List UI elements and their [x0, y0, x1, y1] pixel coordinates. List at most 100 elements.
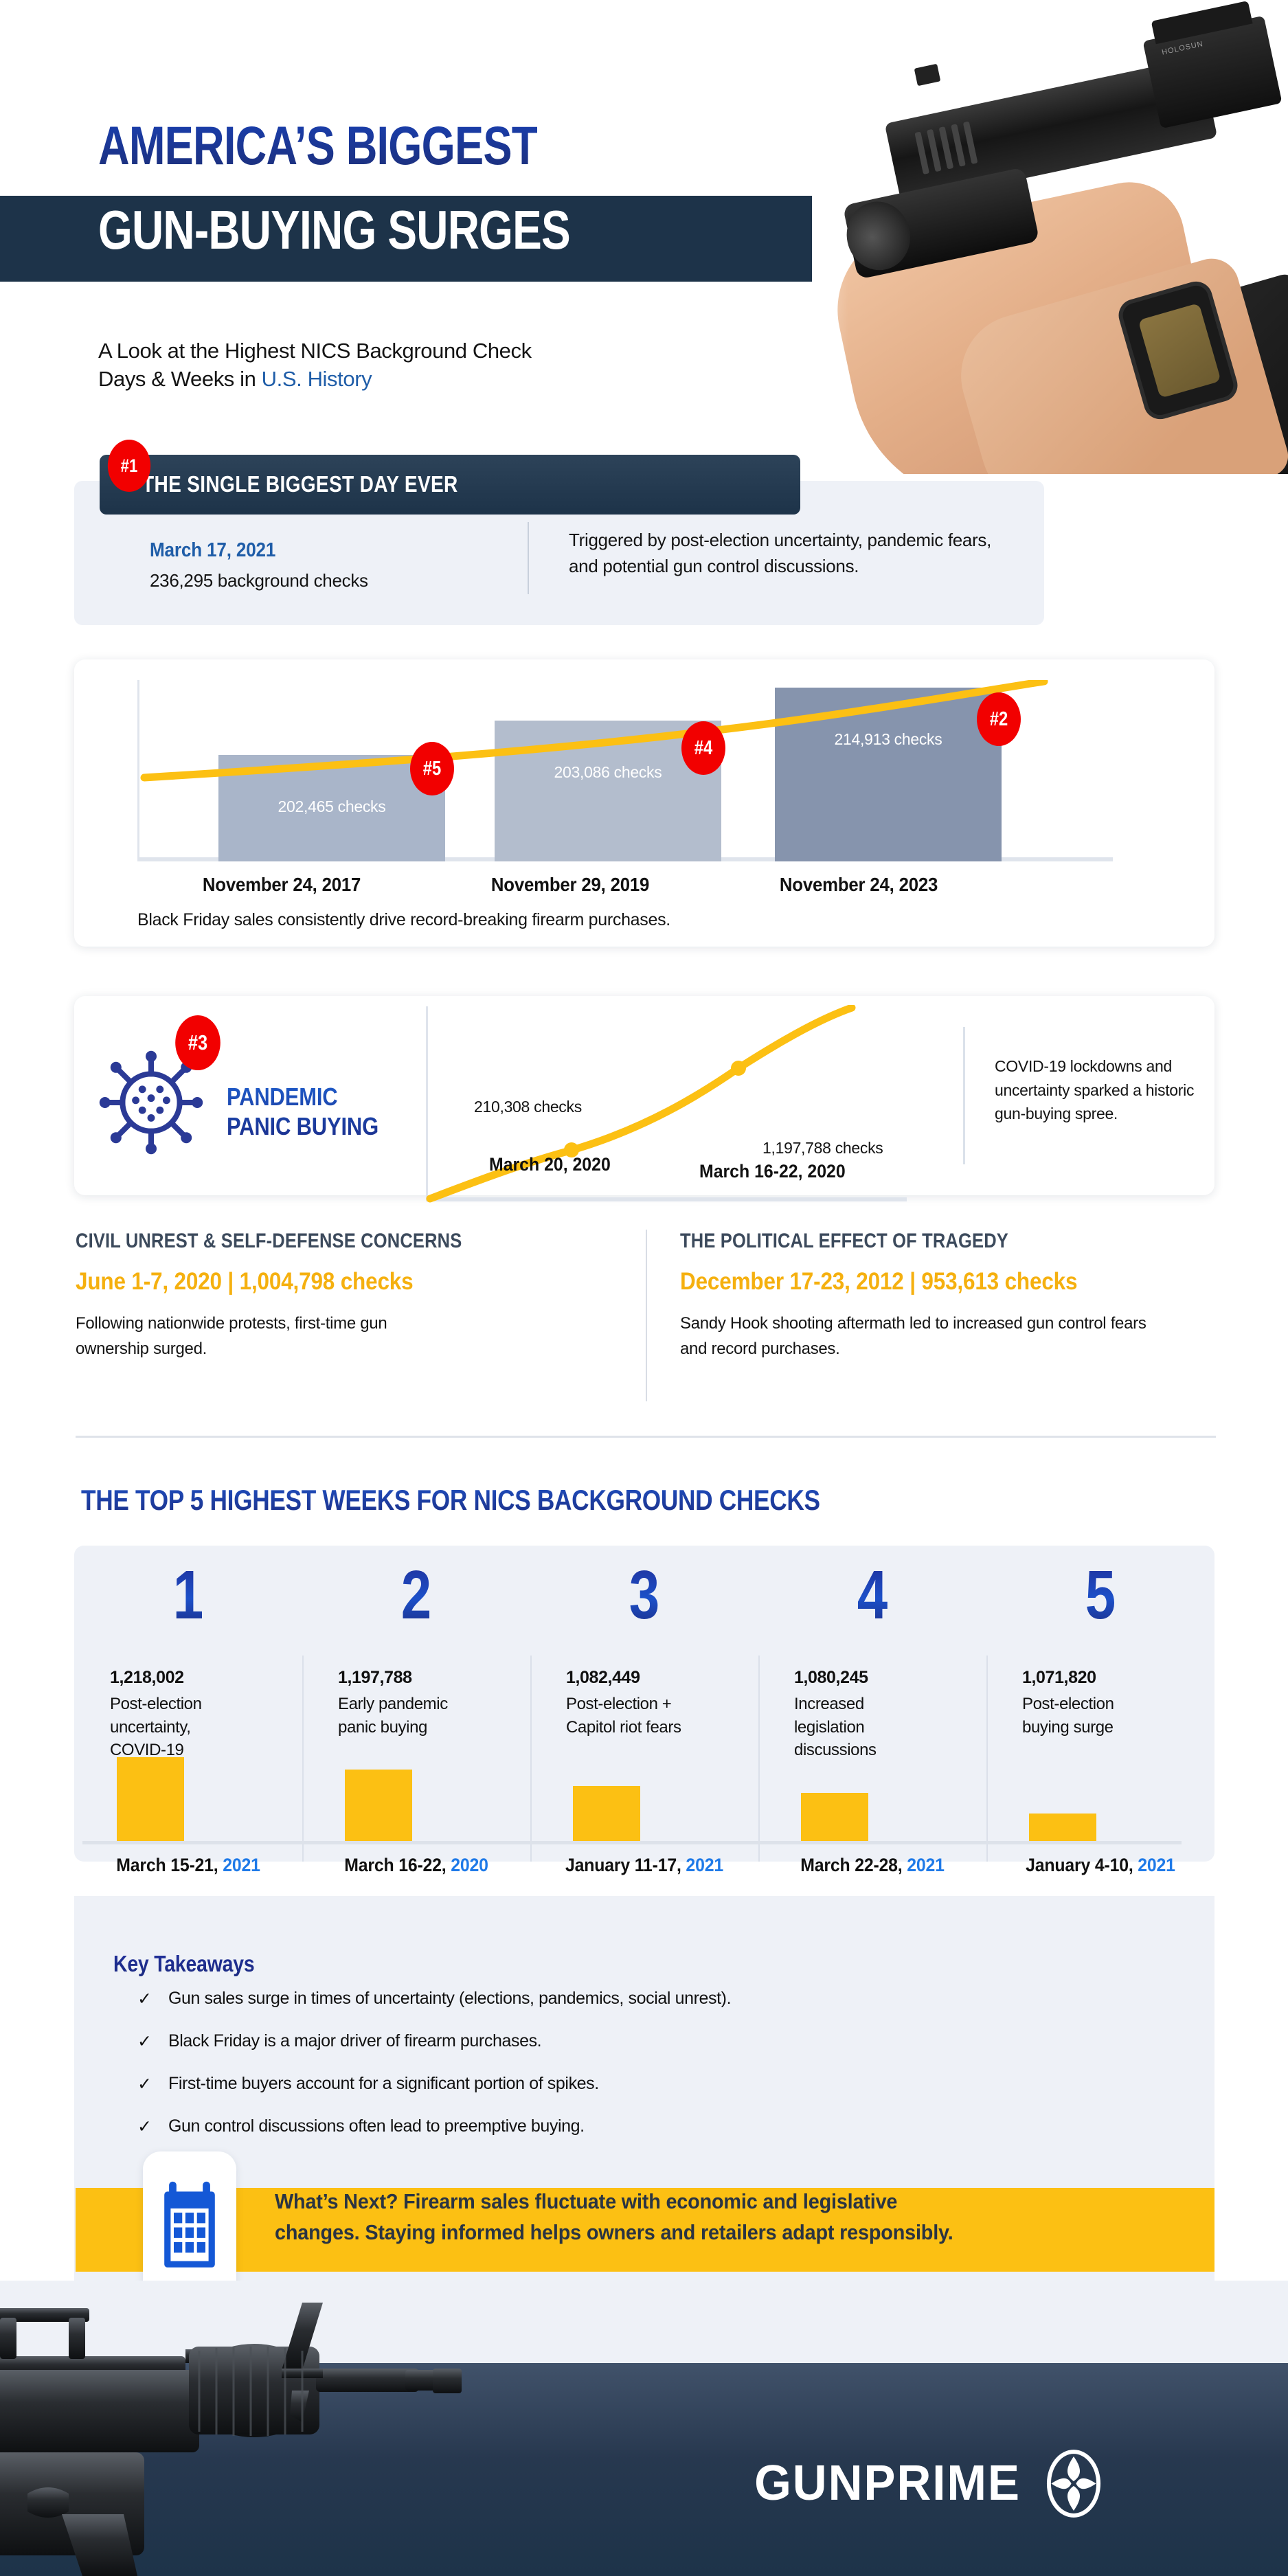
top5-date-4-text: March 22-28,	[800, 1855, 907, 1875]
pandemic-title: PANDEMIC PANIC BUYING	[227, 1082, 379, 1141]
top5-number-1: 1,218,002	[110, 1668, 184, 1687]
top5-item-3: 3 1,082,449 Post-election + Capitol riot…	[530, 1546, 758, 1862]
pandemic-line	[426, 1005, 856, 1203]
biggest-day-description: Triggered by post-election uncertainty, …	[569, 530, 992, 576]
top5-desc-4: Increased legislation discussions	[794, 1695, 877, 1760]
top5-grid: 1 1,218,002 Post-election uncertainty, C…	[74, 1546, 1214, 1862]
crosshair-logo-icon	[1046, 2449, 1101, 2518]
column-civil-unrest: CIVIL UNREST & SELF-DEFENSE CONCERNS Jun…	[76, 1230, 598, 1362]
subtitle-line1: A Look at the Highest NICS Background Ch…	[98, 339, 532, 363]
check-icon: ✓	[137, 2032, 152, 2051]
key-takeaways-heading: Key Takeaways	[113, 1951, 255, 1976]
top5-bar-1	[117, 1757, 184, 1841]
top5-rank-2: 2	[325, 1561, 508, 1629]
top5-card: 1 1,218,002 Post-election uncertainty, C…	[74, 1546, 1214, 1862]
bar-2-label: 203,086 checks	[554, 763, 662, 781]
coronavirus-icon	[99, 1050, 203, 1155]
black-friday-card: 202,465 checks 203,086 checks 214,913 ch…	[74, 659, 1214, 947]
top5-date-4-year: 2021	[907, 1855, 945, 1875]
top5-bar-4	[801, 1793, 868, 1841]
whats-next-banner	[76, 2188, 1214, 2272]
biggest-day-ribbon-label: THE SINGLE BIGGEST DAY EVER	[142, 471, 458, 497]
top5-desc-5: Post-election buying surge	[1022, 1695, 1114, 1737]
whats-next-text: What’s Next? Firearm sales fluctuate wit…	[275, 2189, 953, 2244]
top5-item-5: 5 1,071,820 Post-election buying surge	[986, 1546, 1214, 1862]
black-friday-note: Black Friday sales consistently drive re…	[137, 910, 670, 929]
pandemic-title-line1: PANDEMIC	[227, 1083, 338, 1111]
top5-bar-2	[345, 1770, 412, 1841]
rank-badge-1: #1	[107, 440, 151, 492]
key-takeaways-list: ✓ Gun sales surge in times of uncertaint…	[137, 1989, 1065, 2159]
takeaway-text-2: Black Friday is a major driver of firear…	[168, 2031, 542, 2050]
subtitle-line2: Days & Weeks in	[98, 367, 262, 392]
chart-y-axis	[137, 680, 139, 859]
vertical-divider	[528, 522, 529, 594]
takeaway-text-3: First-time buyers account for a signific…	[168, 2074, 599, 2093]
list-item: ✓ Gun sales surge in times of uncertaint…	[137, 1989, 1065, 2031]
title-navy-band	[0, 196, 812, 282]
top5-desc-1: Post-election uncertainty, COVID-19	[110, 1695, 202, 1760]
page-title-line2: GUN-BUYING SURGES	[98, 199, 571, 260]
bar-1-date: November 24, 2017	[202, 874, 361, 895]
list-item: ✓ First-time buyers account for a signif…	[137, 2074, 1065, 2116]
two-column-section: CIVIL UNREST & SELF-DEFENSE CONCERNS Jun…	[76, 1230, 1216, 1438]
brand-name: GUNPRIME	[754, 2456, 1021, 2511]
political-effect-stat: December 17-23, 2012 | 953,613 checks	[680, 1268, 1078, 1295]
top5-date-5-text: January 4-10,	[1026, 1855, 1138, 1875]
pandemic-point2-label: 1,197,788 checks	[762, 1139, 883, 1157]
top5-number-2: 1,197,788	[338, 1668, 412, 1687]
check-icon: ✓	[137, 2117, 152, 2136]
political-effect-body: Sandy Hook shooting aftermath led to inc…	[680, 1314, 1146, 1359]
top5-date-3-text: January 11-17,	[565, 1855, 686, 1875]
top5-axis	[82, 1841, 1182, 1844]
top5-date-5: January 4-10, 2021	[995, 1855, 1205, 1876]
rank-badge-3: #3	[175, 1015, 221, 1070]
pandemic-x-axis	[426, 1197, 907, 1201]
section-rule	[76, 1436, 1216, 1438]
trend-line	[140, 680, 1048, 782]
pandemic-point2-date: March 16-22, 2020	[699, 1161, 846, 1182]
top5-date-3: January 11-17, 2021	[539, 1855, 749, 1876]
pistol-photo: HOLOSUN	[766, 0, 1288, 474]
pandemic-divider	[963, 1027, 965, 1164]
takeaway-text-4: Gun control discussions often lead to pr…	[168, 2116, 585, 2136]
rank-badge-2: #2	[977, 692, 1021, 746]
list-item: ✓ Black Friday is a major driver of fire…	[137, 2031, 1065, 2074]
top5-date-5-year: 2021	[1138, 1855, 1175, 1875]
pandemic-chart	[426, 1005, 907, 1206]
top5-number-5: 1,071,820	[1022, 1668, 1096, 1687]
top5-rank-1: 1	[97, 1561, 280, 1629]
top5-date-row: March 15-21, 2021 March 16-22, 2020 Janu…	[74, 1855, 1214, 1876]
biggest-day-ribbon: THE SINGLE BIGGEST DAY EVER	[100, 455, 800, 515]
bar-1: 202,465 checks	[218, 755, 445, 861]
pandemic-point1-date: March 20, 2020	[489, 1154, 611, 1175]
calendar-icon-container	[143, 2151, 236, 2301]
pandemic-card	[74, 996, 1214, 1195]
biggest-day-left: March 17, 2021 236,295 background checks	[150, 539, 368, 591]
page-title-line1: AMERICA’S BIGGEST	[98, 115, 538, 176]
bar-2-date: November 29, 2019	[490, 874, 650, 895]
civil-unrest-body: Following nationwide protests, first-tim…	[76, 1314, 387, 1359]
pandemic-point1-label: 210,308 checks	[474, 1098, 582, 1116]
bar-3-date: November 24, 2023	[779, 874, 938, 895]
top5-date-2-text: March 16-22,	[344, 1855, 451, 1875]
pandemic-y-axis	[426, 1006, 428, 1199]
check-icon: ✓	[137, 1989, 152, 2009]
top5-title: THE TOP 5 HIGHEST WEEKS FOR NICS BACKGRO…	[81, 1484, 820, 1516]
rifle-photo	[0, 2303, 462, 2576]
top5-date-2-year: 2020	[451, 1855, 488, 1875]
top5-date-2: March 16-22, 2020	[311, 1855, 521, 1876]
biggest-day-date: March 17, 2021	[150, 539, 276, 561]
top5-rank-5: 5	[1009, 1561, 1192, 1629]
civil-unrest-heading: CIVIL UNREST & SELF-DEFENSE CONCERNS	[76, 1230, 462, 1252]
takeaway-text-1: Gun sales surge in times of uncertainty …	[168, 1989, 732, 2008]
biggest-day-checks: 236,295 background checks	[150, 570, 368, 591]
black-friday-chart: 202,465 checks 203,086 checks 214,913 ch…	[137, 680, 1113, 866]
bar-1-label: 202,465 checks	[278, 798, 386, 815]
top5-number-3: 1,082,449	[566, 1668, 640, 1687]
top5-number-4: 1,080,245	[794, 1668, 868, 1687]
calendar-icon	[164, 2181, 215, 2268]
top5-desc-2: Early pandemic panic buying	[338, 1695, 448, 1737]
rank-badge-4: #4	[681, 721, 725, 775]
top5-rank-4: 4	[781, 1561, 964, 1629]
